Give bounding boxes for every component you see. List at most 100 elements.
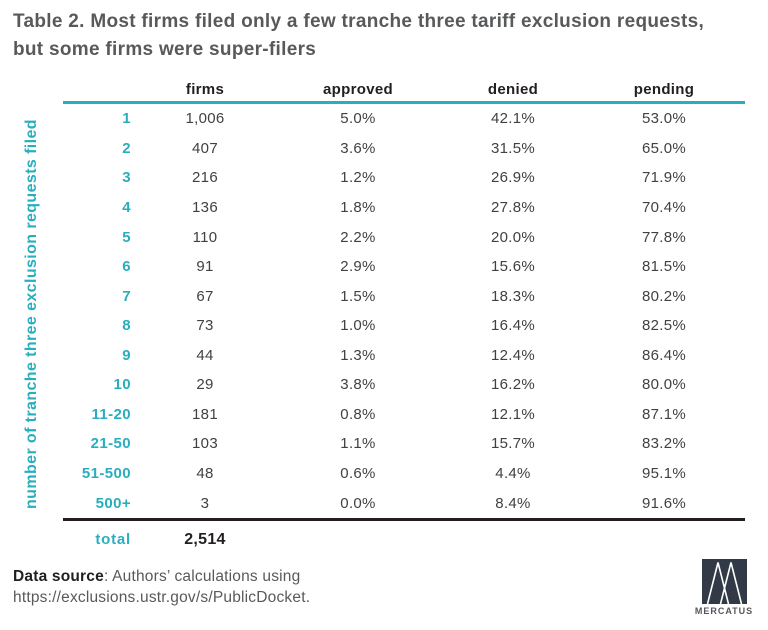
row-label: 8 bbox=[122, 317, 131, 335]
mercatus-logo-icon bbox=[701, 559, 747, 604]
cell-denied: 42.1% bbox=[490, 110, 536, 128]
cell-approved: 1.5% bbox=[340, 287, 376, 305]
cell-pending: 70.4% bbox=[641, 198, 687, 216]
row-label: 11-20 bbox=[91, 405, 131, 423]
cell-approved: 1.0% bbox=[340, 317, 376, 335]
table-row: 9 44 1.3% 12.4% 86.4% bbox=[63, 341, 745, 371]
cell-approved: 2.2% bbox=[340, 228, 376, 246]
table-row: 4 136 1.8% 27.8% 70.4% bbox=[63, 193, 745, 223]
row-label: 6 bbox=[122, 258, 131, 276]
cell-pending: 91.6% bbox=[641, 494, 687, 512]
row-label: 2 bbox=[122, 139, 131, 157]
row-label: 51-500 bbox=[81, 465, 131, 483]
cell-firms: 48 bbox=[196, 465, 214, 483]
table-row: 3 216 1.2% 26.9% 71.9% bbox=[63, 163, 745, 193]
exclusion-requests-table: firms approved denied pending 1 1,006 5.0%… bbox=[63, 78, 745, 559]
cell-firms: 73 bbox=[196, 317, 214, 335]
data-source-url: https://exclusions.ustr.gov/s/PublicDock… bbox=[13, 589, 311, 606]
table-row: 6 91 2.9% 15.6% 81.5% bbox=[63, 252, 745, 282]
cell-pending: 53.0% bbox=[641, 110, 687, 128]
cell-pending: 81.5% bbox=[641, 258, 687, 276]
cell-denied: 26.9% bbox=[490, 169, 536, 187]
cell-approved: 3.8% bbox=[340, 376, 376, 394]
cell-firms: 407 bbox=[192, 139, 218, 157]
cell-denied: 31.5% bbox=[490, 139, 536, 157]
data-source-text: : Authors’ calculations using bbox=[103, 568, 301, 585]
cell-approved: 0.8% bbox=[340, 405, 376, 423]
row-label: 500+ bbox=[95, 494, 131, 512]
table-body: 1 1,006 5.0% 42.1% 53.0% 2 407 3.6% 31.5% 65.0% 3 2… bbox=[63, 104, 745, 521]
cell-denied: 12.4% bbox=[490, 346, 536, 364]
cell-pending: 82.5% bbox=[641, 317, 687, 335]
cell-denied: 16.2% bbox=[490, 376, 536, 394]
cell-approved: 0.0% bbox=[340, 494, 376, 512]
cell-denied: 8.4% bbox=[495, 494, 531, 512]
cell-approved: 2.9% bbox=[340, 258, 376, 276]
table-row: 1 1,006 5.0% 42.1% 53.0% bbox=[63, 104, 745, 134]
cell-denied: 18.3% bbox=[490, 287, 536, 305]
cell-firms: 216 bbox=[192, 169, 218, 187]
cell-pending: 80.2% bbox=[641, 287, 687, 305]
cell-pending: 65.0% bbox=[641, 139, 687, 157]
table-title: Table 2. Most firms filed only a few tra… bbox=[13, 11, 705, 60]
row-label: 21-50 bbox=[90, 435, 131, 453]
cell-denied: 12.1% bbox=[490, 405, 536, 423]
cell-pending: 83.2% bbox=[641, 435, 687, 453]
cell-pending: 71.9% bbox=[641, 169, 687, 187]
row-label: 10 bbox=[113, 376, 131, 394]
cell-firms: 110 bbox=[192, 228, 218, 246]
cell-firms: 67 bbox=[196, 287, 214, 305]
row-axis-label: number of tranche three exclusion reques… bbox=[23, 119, 40, 509]
cell-approved: 0.6% bbox=[340, 465, 376, 483]
row-label: 4 bbox=[122, 198, 131, 216]
cell-denied: 27.8% bbox=[490, 198, 536, 216]
mercatus-logo-text: MERCATUS bbox=[694, 606, 754, 616]
cell-denied: 16.4% bbox=[490, 317, 536, 335]
table-row: 7 67 1.5% 18.3% 80.2% bbox=[63, 281, 745, 311]
cell-approved: 3.6% bbox=[340, 139, 376, 157]
header-approved: approved bbox=[323, 81, 393, 98]
row-label: 5 bbox=[122, 228, 131, 246]
header-pending: pending bbox=[633, 81, 695, 98]
total-firms-value: 2,514 bbox=[184, 530, 226, 548]
cell-denied: 4.4% bbox=[495, 465, 531, 483]
table-total-row: total 2,514 bbox=[63, 521, 745, 559]
data-source-note: Data source: Authors’ calculations using… bbox=[13, 566, 493, 608]
table-row: 2 407 3.6% 31.5% 65.0% bbox=[63, 134, 745, 164]
cell-approved: 1.8% bbox=[340, 198, 376, 216]
table-header-row: firms approved denied pending bbox=[63, 78, 745, 104]
table-row: 21-50 103 1.1% 15.7% 83.2% bbox=[63, 429, 745, 459]
cell-firms: 91 bbox=[196, 258, 214, 276]
cell-firms: 3 bbox=[200, 494, 210, 512]
cell-approved: 1.1% bbox=[340, 435, 376, 453]
cell-approved: 5.0% bbox=[340, 110, 376, 128]
row-label: 9 bbox=[122, 346, 131, 364]
cell-approved: 1.3% bbox=[340, 346, 376, 364]
cell-denied: 20.0% bbox=[490, 228, 536, 246]
table-row: 51-500 48 0.6% 4.4% 95.1% bbox=[63, 459, 745, 489]
cell-pending: 95.1% bbox=[641, 465, 687, 483]
cell-pending: 77.8% bbox=[641, 228, 687, 246]
table-row: 11-20 181 0.8% 12.1% 87.1% bbox=[63, 400, 745, 430]
cell-pending: 87.1% bbox=[641, 405, 687, 423]
row-label: 3 bbox=[122, 169, 131, 187]
table-row: 10 29 3.8% 16.2% 80.0% bbox=[63, 370, 745, 400]
cell-pending: 86.4% bbox=[641, 346, 687, 364]
row-label: 7 bbox=[122, 287, 131, 305]
cell-firms: 1,006 bbox=[185, 110, 225, 128]
cell-firms: 29 bbox=[196, 376, 214, 394]
header-denied: denied bbox=[487, 81, 539, 98]
cell-denied: 15.7% bbox=[490, 435, 536, 453]
header-firms: firms bbox=[185, 81, 225, 98]
cell-denied: 15.6% bbox=[490, 258, 536, 276]
table-row: 8 73 1.0% 16.4% 82.5% bbox=[63, 311, 745, 341]
cell-pending: 80.0% bbox=[641, 376, 687, 394]
data-source-label: Data source bbox=[13, 568, 104, 585]
table-row: 5 110 2.2% 20.0% 77.8% bbox=[63, 222, 745, 252]
cell-firms: 44 bbox=[196, 346, 214, 364]
table-row: 500+ 3 0.0% 8.4% 91.6% bbox=[63, 488, 745, 518]
mercatus-logo: MERCATUS bbox=[695, 559, 753, 616]
cell-firms: 136 bbox=[192, 198, 218, 216]
cell-firms: 181 bbox=[192, 405, 218, 423]
total-label: total bbox=[95, 531, 131, 549]
